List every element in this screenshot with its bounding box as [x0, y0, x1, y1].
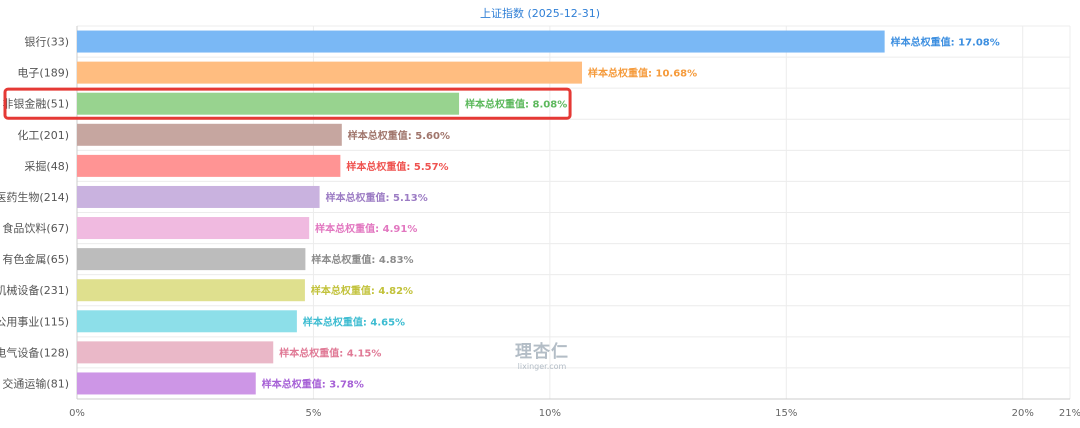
watermark-url: lixinger.com: [517, 362, 567, 371]
data-label: 样本总权重值: 4.15%: [279, 346, 381, 359]
bar: [77, 123, 342, 146]
x-tick-label: 15%: [775, 408, 797, 419]
data-label: 样本总权重值: 4.82%: [311, 284, 413, 297]
category-label: 银行(33): [24, 35, 69, 49]
category-label: 有色金属(65): [2, 252, 69, 266]
highlight-layer: [3, 87, 572, 120]
data-label: 样本总权重值: 4.91%: [315, 222, 417, 235]
data-label: 样本总权重值: 5.57%: [346, 160, 448, 173]
watermark-text: 理杏仁: [515, 342, 569, 362]
data-label: 样本总权重值: 4.83%: [311, 253, 413, 266]
category-label: 采掘(48): [24, 159, 69, 173]
category-label: 化工(201): [17, 128, 69, 142]
category-label: 电子(189): [17, 67, 69, 80]
bar: [77, 248, 306, 271]
category-label: 食品饮料(67): [2, 221, 69, 235]
data-label-layer: 样本总权重值: 17.08% 样本总权重值: 10.68% 样本总权重值: 8.08…: [262, 36, 1000, 391]
category-label: 公用事业(115): [0, 315, 69, 328]
chart-title: 上证指数 (2025-12-31): [479, 7, 600, 20]
bar: [77, 30, 885, 53]
category-label: 电气设备(128): [0, 345, 69, 359]
highlight-box: [3, 87, 572, 120]
bar: [77, 279, 305, 302]
bar: [77, 154, 341, 177]
category-axis: 银行(33) 电子(189) 非银金融(51) 化工(201) 采掘(48) 医药生物(2…: [0, 35, 69, 391]
data-label: 样本总权重值: 4.65%: [303, 315, 405, 328]
x-tick-label: 5%: [305, 408, 321, 419]
data-label: 样本总权重值: 8.08%: [465, 98, 567, 111]
data-label: 样本总权重值: 3.78%: [262, 377, 364, 390]
bar: [77, 92, 460, 115]
bar: [77, 61, 583, 84]
value-axis: 0% 5% 10% 15% 20% 21%: [69, 408, 1080, 419]
data-label: 样本总权重值: 5.13%: [326, 191, 428, 204]
bar: [77, 185, 320, 208]
grid-layer: [76, 25, 1071, 400]
bar: [77, 217, 310, 240]
data-label: 样本总权重值: 5.60%: [348, 129, 450, 142]
x-tick-label: 21%: [1059, 408, 1080, 419]
bar: [77, 341, 274, 364]
bar-layer: [77, 30, 885, 395]
bar: [77, 372, 256, 395]
category-label: 交通运输(81): [2, 376, 69, 390]
category-label: 机械设备(231): [0, 283, 69, 297]
x-tick-label: 20%: [1012, 408, 1034, 419]
category-label: 医药生物(214): [0, 190, 69, 204]
bar: [77, 310, 297, 333]
x-tick-label: 0%: [69, 408, 85, 419]
watermark-logo: 理杏仁 lixinger.com: [512, 343, 572, 372]
data-label: 样本总权重值: 10.68%: [588, 67, 697, 80]
category-label: 非银金融(51): [2, 97, 69, 111]
x-tick-label: 10%: [539, 408, 561, 419]
data-label: 样本总权重值: 17.08%: [891, 36, 1000, 49]
